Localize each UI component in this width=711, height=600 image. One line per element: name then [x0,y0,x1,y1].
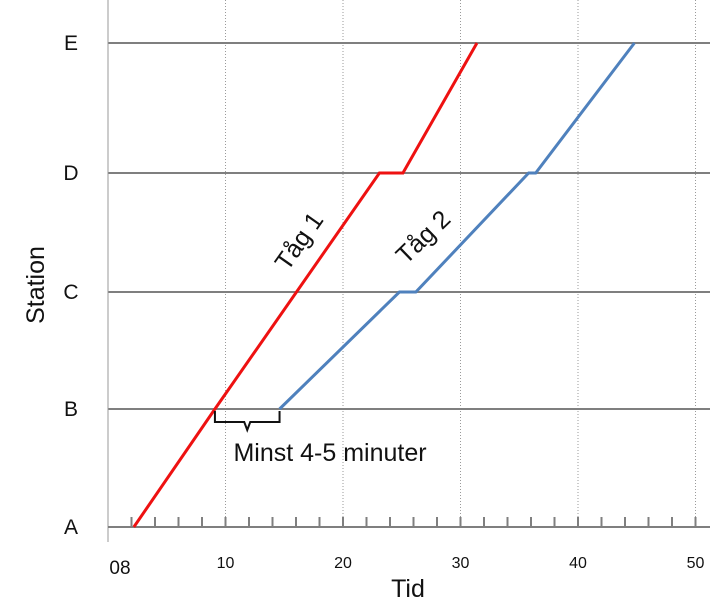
x-tick-label-20: 20 [334,555,352,572]
station-label-A: A [64,516,78,539]
x-axis-ticks: 08 10 20 30 40 50 [109,517,705,579]
x-axis-title: Tid [391,575,425,600]
series-line-tag-1 [132,42,479,528]
station-label-B: B [64,398,78,421]
station-label-C: C [63,281,78,304]
gap-bracket [213,411,281,433]
y-axis-title: Station [22,246,50,324]
vertical-gridlines [225,0,696,527]
train-series [132,42,636,528]
station-gridlines [108,42,710,410]
x-tick-label-08: 08 [109,558,130,579]
x-tick-label-40: 40 [569,555,587,572]
x-tick-label-50: 50 [687,555,705,572]
series-label-tag-1: Tåg 1 [270,207,330,275]
gap-annotation: Minst 4-5 minuter [233,439,426,467]
series-line-tag-2 [278,42,636,411]
x-tick-label-10: 10 [217,555,235,572]
station-label-D: D [63,162,78,185]
station-label-E: E [64,32,78,55]
x-tick-label-30: 30 [452,555,470,572]
x-axis [107,0,710,542]
